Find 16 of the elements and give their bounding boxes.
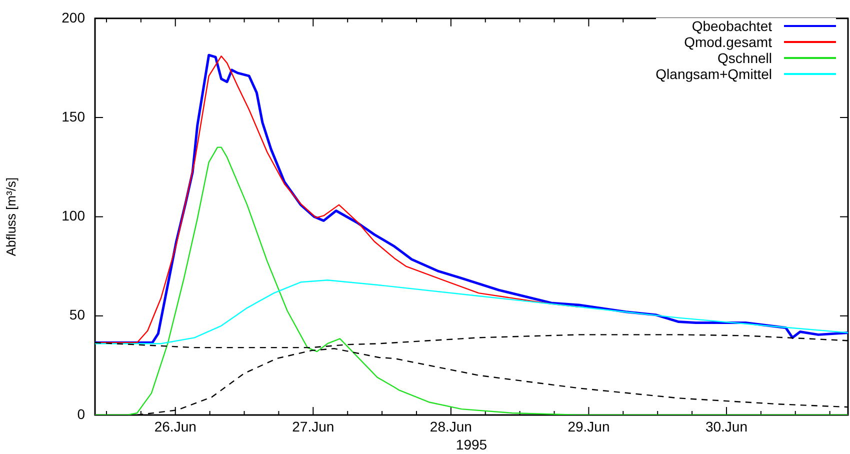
x-tick-label: 26.Jun	[154, 418, 196, 434]
y-tick-label: 150	[62, 108, 86, 124]
x-tick-label: 28.Jun	[430, 418, 472, 434]
x-axis-title: 1995	[456, 436, 488, 452]
legend-label: Qschnell	[718, 50, 772, 66]
legend-label: Qlangsam+Qmittel	[656, 66, 772, 82]
legend-label: Qbeobachtet	[692, 18, 772, 34]
y-tick-label: 100	[62, 208, 86, 224]
x-tick-label: 29.Jun	[568, 418, 610, 434]
x-tick-label: 27.Jun	[292, 418, 334, 434]
y-tick-label: 50	[69, 306, 86, 323]
y-tick-label: 0	[77, 406, 86, 422]
x-tick-label: 30.Jun	[705, 418, 748, 434]
legend-label: Qmod.gesamt	[684, 34, 772, 50]
y-axis-title: Abfluss [m³/s]	[3, 177, 18, 256]
y-tick-label: 200	[62, 9, 86, 26]
